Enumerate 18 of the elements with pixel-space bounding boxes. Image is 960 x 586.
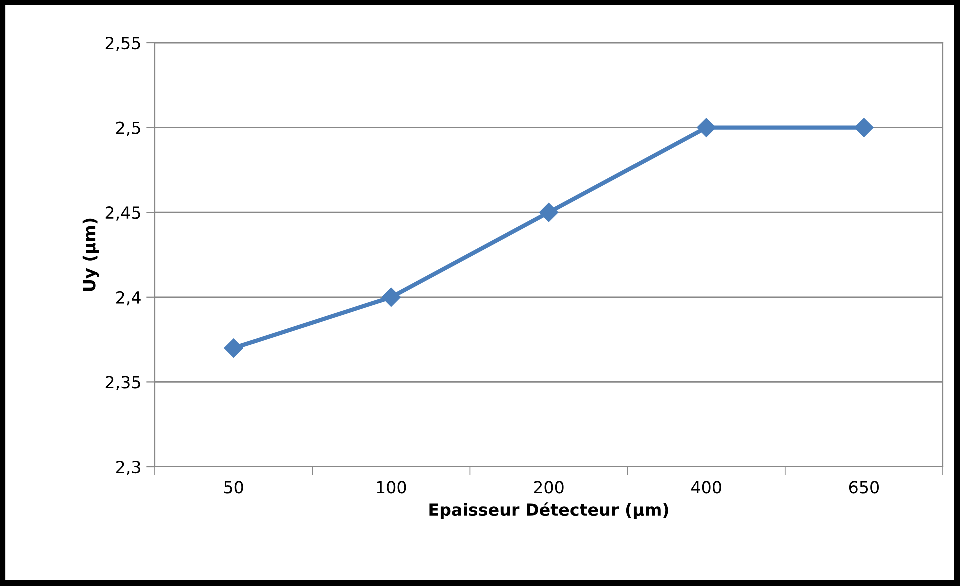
y-tick-label: 2,3 — [116, 460, 140, 476]
y-tick-label: 2,45 — [106, 206, 140, 221]
x-axis-title: Epaisseur Détecteur (µm) — [430, 502, 668, 520]
y-axis-title: Uy (µm) — [82, 218, 100, 291]
y-tick-label: 2,35 — [106, 376, 140, 390]
x-tick-label: 400 — [692, 481, 722, 494]
x-tick-label: 50 — [224, 481, 244, 494]
point — [224, 338, 244, 358]
x-tick-label: 100 — [377, 481, 406, 494]
point — [697, 118, 716, 138]
point — [854, 118, 874, 138]
x-tick-label: 200 — [534, 481, 564, 494]
x-tick-label: 650 — [849, 481, 879, 494]
y-tick-label: 2,55 — [106, 36, 140, 52]
point — [382, 288, 401, 307]
y-tick-label: 2,4 — [116, 291, 141, 306]
point — [539, 203, 559, 222]
y-tick-label: 2,5 — [116, 122, 140, 136]
